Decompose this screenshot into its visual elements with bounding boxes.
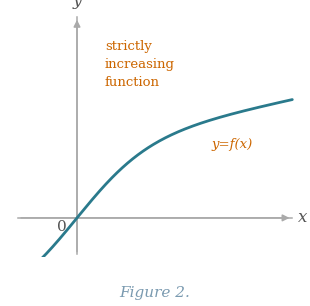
Text: y=f(x): y=f(x) [211, 138, 252, 151]
Text: Figure 2.: Figure 2. [120, 286, 190, 300]
Text: x: x [298, 209, 307, 226]
Text: y: y [72, 0, 82, 9]
Text: strictly
increasing
function: strictly increasing function [105, 40, 175, 89]
Text: 0: 0 [57, 220, 67, 234]
